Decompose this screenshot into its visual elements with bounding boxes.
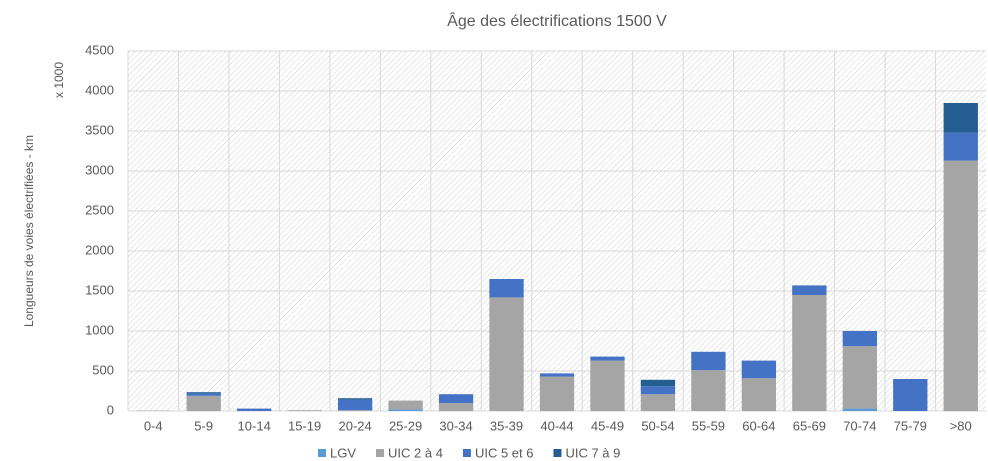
y-tick-label: 4000	[85, 82, 114, 97]
y-tick-label: 4500	[85, 42, 114, 57]
x-tick-label: 45-49	[591, 418, 624, 433]
bar-segment	[691, 351, 726, 371]
y-tick-label: 3500	[85, 122, 114, 137]
bar-segment	[741, 378, 777, 411]
legend-label: UIC 5 et 6	[475, 445, 534, 460]
y-tick-label: 1000	[85, 322, 114, 337]
bar-segment	[640, 379, 676, 387]
bar-segment	[943, 103, 978, 133]
y-tick-label: 1500	[85, 282, 114, 297]
bar-segment	[741, 360, 777, 379]
bar-segment	[943, 160, 978, 411]
bar-segment	[943, 132, 978, 161]
x-tick-label: 15-19	[288, 418, 321, 433]
legend-swatch	[318, 449, 326, 457]
x-tick-label: >80	[950, 418, 972, 433]
bar-segment	[237, 408, 272, 411]
y-tick-label: 500	[92, 362, 114, 377]
bar-segment	[337, 399, 373, 411]
x-tick-label: 30-34	[439, 418, 472, 433]
bar-segment	[438, 394, 474, 403]
chart-title: Âge des électrifications 1500 V	[447, 11, 667, 30]
bar-segment	[337, 398, 373, 400]
bar-segment	[539, 376, 575, 411]
bar-segment	[842, 346, 877, 409]
bar-segment	[640, 386, 676, 395]
bar-segment	[691, 370, 726, 411]
y-tick-label: 2000	[85, 242, 114, 257]
bar-segment	[640, 394, 676, 411]
bar-segment	[438, 403, 474, 411]
y-axis-label: Longueurs de voies électrifiées - km	[22, 135, 36, 327]
bar-segment	[489, 279, 524, 298]
bar-segment	[186, 393, 221, 396]
x-tick-label: 70-74	[843, 418, 876, 433]
x-tick-label: 75-79	[894, 418, 927, 433]
bar-segment	[186, 392, 221, 394]
x-tick-label: 60-64	[742, 418, 775, 433]
x-tick-label: 10-14	[238, 418, 271, 433]
x-tick-label: 65-69	[793, 418, 826, 433]
legend-swatch	[376, 449, 385, 457]
x-tick-label: 25-29	[389, 418, 422, 433]
bar-segment	[489, 297, 524, 411]
bar-segment	[792, 295, 827, 411]
bar-segment	[388, 400, 423, 410]
legend-label: LGV	[330, 445, 356, 460]
legend-label: UIC 2 à 4	[388, 445, 443, 460]
legend-swatch	[462, 449, 471, 457]
bar-segment	[842, 408, 877, 411]
x-tick-label: 50-54	[641, 418, 674, 433]
bar-segment	[287, 410, 322, 411]
bar-segment	[590, 356, 625, 361]
bar-segment	[792, 285, 827, 295]
bar-segment	[590, 360, 625, 411]
x-tick-label: 55-59	[692, 418, 725, 433]
bar-segment	[842, 331, 877, 347]
legend-label: UIC 7 à 9	[565, 445, 620, 460]
x-tick-label: 20-24	[338, 418, 371, 433]
x-tick-label: 0-4	[144, 418, 163, 433]
bar-segment	[186, 395, 221, 411]
bar-segment	[337, 410, 373, 411]
x-tick-label: 35-39	[490, 418, 523, 433]
bar-segment	[893, 379, 928, 411]
y-tick-label: 3000	[85, 162, 114, 177]
annotation: x 1000	[52, 62, 66, 98]
y-tick-label: 2500	[85, 202, 114, 217]
y-tick-label: 0	[107, 402, 114, 417]
x-tick-label: 5-9	[194, 418, 213, 433]
bar-segment	[388, 409, 423, 411]
bar-segment	[539, 373, 575, 377]
legend-swatch	[553, 449, 562, 457]
x-tick-label: 40-44	[540, 418, 573, 433]
